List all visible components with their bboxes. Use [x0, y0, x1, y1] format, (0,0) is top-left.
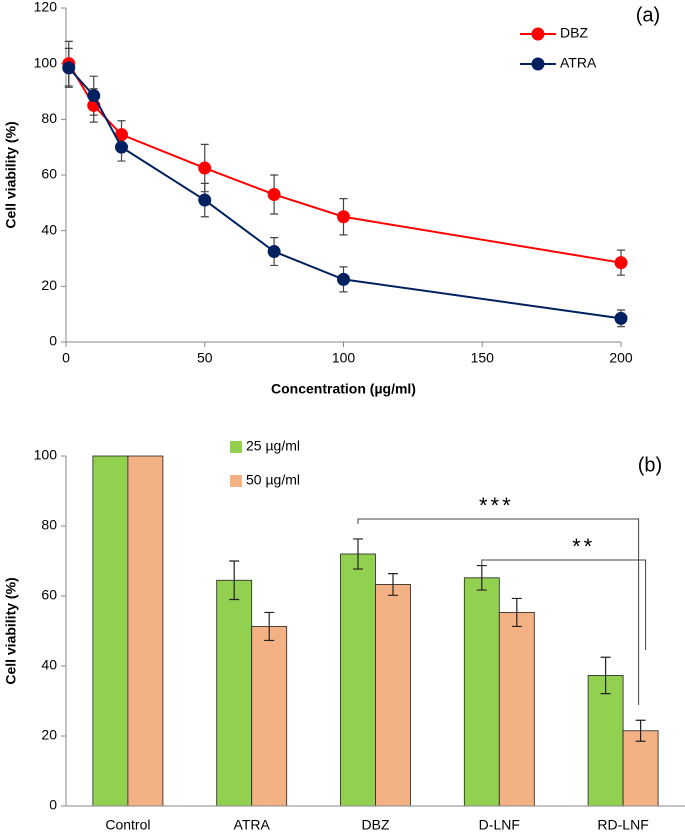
legend-label: 50 µg/ml [246, 472, 300, 488]
data-line [67, 63, 622, 264]
data-point [115, 128, 128, 142]
bar [251, 626, 288, 807]
legend-marker [531, 27, 545, 41]
data-point [337, 272, 350, 286]
x-axis-title: Concentration (µg/ml) [271, 381, 416, 397]
x-tick-label: DBZ [362, 817, 390, 833]
panel-label: (a) [636, 4, 660, 26]
x-tick-label: D-LNF [479, 817, 520, 833]
x-tick-label: 100 [332, 350, 356, 366]
significance-bracket [481, 559, 647, 650]
y-tick-label: 20 [41, 727, 57, 743]
legend-swatch [230, 441, 242, 453]
x-tick-label: RD-LNF [597, 817, 648, 833]
bar [92, 455, 129, 807]
y-tick-label: 0 [49, 333, 57, 349]
error-bar [476, 564, 487, 591]
y-tick-label: 120 [34, 0, 58, 15]
significance-bracket [357, 518, 640, 705]
legend-label: ATRA [560, 55, 597, 71]
x-tick-label: ATRA [234, 817, 271, 833]
bar [127, 455, 164, 807]
data-point [87, 89, 101, 103]
significance-label: ** [572, 534, 595, 559]
data-point [267, 187, 281, 201]
data-point [614, 256, 628, 270]
bar [622, 730, 659, 807]
x-tick-label: 50 [197, 350, 213, 366]
y-tick-label: 40 [41, 221, 57, 237]
y-tick-label: 60 [41, 587, 57, 603]
y-tick-label: 60 [41, 166, 57, 182]
data-point [198, 193, 212, 207]
y-tick-label: 100 [34, 447, 58, 463]
bar [463, 577, 500, 807]
error-bar [635, 719, 646, 742]
error-bar [388, 573, 398, 596]
data-point [267, 245, 281, 259]
bar [587, 675, 624, 807]
bar [216, 579, 253, 807]
data-point [614, 311, 628, 325]
y-tick-label: 40 [41, 657, 57, 673]
bar [375, 584, 411, 807]
y-axis-title: Cell viability (%) [3, 577, 19, 684]
error-bar [264, 611, 275, 642]
legend-label: 25 µg/ml [246, 438, 300, 454]
y-tick-label: 80 [41, 110, 57, 126]
error-bar [600, 656, 611, 695]
x-tick-label: Control [105, 817, 150, 833]
y-tick-label: 100 [34, 54, 58, 70]
data-point [115, 140, 128, 154]
data-point [198, 161, 212, 175]
y-tick-label: 80 [41, 517, 57, 533]
error-bar [353, 538, 363, 570]
error-bar [229, 560, 240, 601]
panel-label: (b) [638, 454, 662, 476]
x-tick-label: 150 [471, 350, 495, 366]
bar [498, 612, 535, 807]
significance-label: *** [479, 493, 514, 518]
bar [340, 553, 376, 807]
error-bar [511, 597, 522, 628]
y-tick-label: 20 [41, 277, 57, 293]
legend-marker [531, 57, 545, 71]
legend-label: DBZ [560, 25, 588, 41]
x-tick-label: 0 [62, 350, 70, 366]
data-point [337, 210, 350, 224]
y-axis-title: Cell viability (%) [3, 121, 19, 228]
legend-swatch [230, 475, 242, 487]
y-tick-label: 0 [49, 797, 57, 813]
data-point [62, 61, 76, 75]
x-tick-label: 200 [609, 350, 633, 366]
